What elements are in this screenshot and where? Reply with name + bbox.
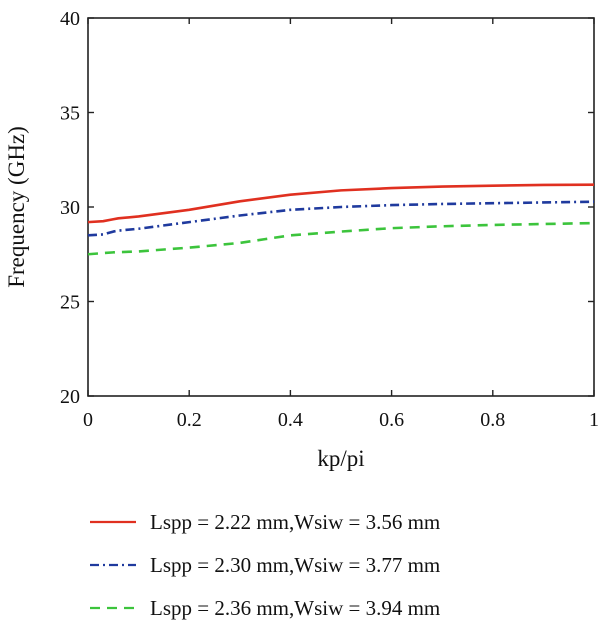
legend-label-3: Lspp = 2.36 mm,Wsiw = 3.94 mm: [150, 596, 440, 620]
x-tick-label: 0.6: [379, 409, 404, 431]
legend: Lspp = 2.22 mm,Wsiw = 3.56 mm Lspp = 2.30…: [90, 510, 440, 620]
x-tick-label: 0: [83, 409, 93, 431]
series-line-1: [87, 183, 595, 224]
y-tick-label: 20: [60, 386, 80, 408]
x-axis-title: kp/pi: [317, 446, 364, 471]
y-tick-label: 40: [60, 8, 80, 30]
x-tick-label: 0.2: [177, 409, 202, 431]
y-tick-label: 35: [60, 103, 80, 125]
y-axis-ticks: 20 25 30 35 40: [60, 8, 594, 408]
y-axis-title: Frequency (GHz): [4, 126, 29, 288]
legend-label-1: Lspp = 2.22 mm,Wsiw = 3.56 mm: [150, 510, 440, 534]
legend-label-2: Lspp = 2.30 mm,Wsiw = 3.77 mm: [150, 553, 440, 577]
series-line-2: [87, 200, 595, 237]
series-line-3: [87, 221, 595, 256]
x-tick-label: 1: [589, 409, 599, 431]
x-tick-label: 0.4: [278, 409, 303, 431]
x-tick-label: 0.8: [480, 409, 505, 431]
y-tick-label: 30: [60, 197, 80, 219]
y-tick-label: 25: [60, 292, 80, 314]
series-layer: [87, 183, 595, 256]
x-axis-ticks: 0 0.2 0.4 0.6 0.8 1: [83, 18, 599, 431]
